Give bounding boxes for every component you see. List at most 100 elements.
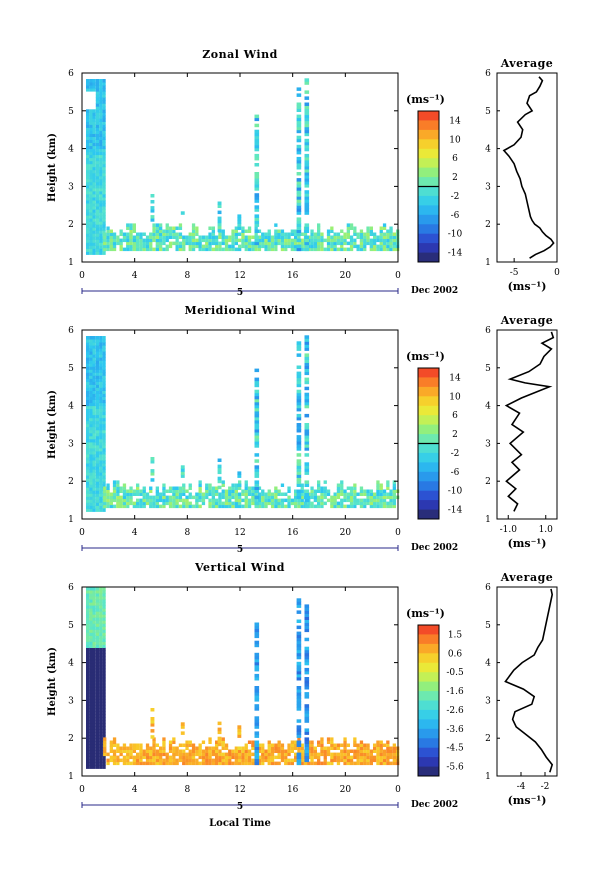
colorbar-unit: (ms⁻¹)	[406, 93, 445, 106]
heat-cell	[155, 758, 159, 763]
heat-cell	[304, 144, 310, 149]
heat-cell	[346, 761, 350, 766]
heat-cell	[296, 232, 302, 236]
heat-cell	[261, 498, 265, 503]
heat-cell	[86, 175, 90, 180]
heat-cell	[247, 758, 252, 763]
heat-cell	[86, 224, 90, 228]
heat-cell	[86, 463, 90, 467]
heat-cell	[264, 749, 268, 753]
heat-cell	[95, 726, 100, 730]
heat-cell	[323, 761, 327, 766]
heat-cell	[178, 752, 183, 757]
heat-cell	[86, 732, 90, 736]
heat-cell	[89, 668, 93, 673]
heat-cell	[198, 241, 202, 246]
average-frame	[496, 72, 558, 263]
heat-cell	[284, 238, 288, 243]
heat-cell	[86, 115, 90, 119]
heat-cell	[296, 625, 302, 630]
heat-cell	[86, 717, 90, 721]
heat-cell	[92, 233, 96, 237]
heat-cell	[89, 683, 93, 688]
heat-cell	[238, 495, 242, 500]
heat-cell	[257, 486, 262, 490]
heat-cell	[89, 130, 93, 134]
heat-cell	[92, 399, 96, 404]
heat-cell	[92, 460, 96, 464]
heat-cell	[296, 347, 302, 351]
heat-cell	[89, 148, 93, 153]
heat-cell	[336, 495, 341, 500]
heat-cell	[257, 492, 262, 496]
heat-cell	[89, 726, 93, 730]
heat-cell	[333, 746, 337, 750]
heat-cell	[254, 208, 260, 212]
heat-cell	[274, 223, 278, 227]
heat-cell	[92, 605, 96, 609]
heat-cell	[99, 608, 103, 612]
heat-cell	[99, 747, 103, 751]
heat-cell	[304, 625, 310, 630]
heat-cell	[89, 115, 93, 119]
heat-cell	[320, 486, 324, 490]
heat-cell	[95, 704, 100, 709]
heat-cell	[132, 761, 136, 766]
heat-cell	[296, 392, 302, 397]
colorbar-segment	[418, 634, 439, 645]
heat-cell	[392, 480, 396, 484]
heat-cell	[89, 641, 93, 645]
heat-cell	[363, 235, 367, 239]
heat-cell	[234, 752, 238, 757]
heat-cell	[86, 136, 90, 140]
heat-cell	[254, 181, 260, 185]
heat-cell	[99, 212, 103, 216]
colorbar-unit: (ms⁻¹)	[406, 607, 445, 620]
heat-cell	[198, 743, 202, 747]
heat-cell	[313, 492, 317, 496]
heat-cell	[92, 596, 96, 600]
heat-cell	[95, 384, 100, 388]
heat-cell	[99, 121, 103, 125]
heat-cell	[149, 504, 153, 509]
heat-cell	[149, 746, 153, 750]
heat-cell	[162, 489, 166, 493]
heat-cell	[180, 471, 185, 475]
heat-cell	[99, 460, 103, 464]
heat-cell	[366, 758, 370, 763]
heat-cell	[92, 435, 96, 440]
heat-cell	[294, 758, 298, 763]
heat-cell	[99, 717, 103, 721]
heat-cell	[217, 470, 222, 475]
heat-cell	[102, 686, 106, 691]
average-frame	[496, 329, 558, 520]
heat-cell	[95, 647, 100, 651]
heat-cell	[162, 746, 166, 750]
heat-cell	[89, 741, 93, 745]
heat-cell	[379, 235, 383, 239]
heat-cell	[217, 222, 222, 227]
heat-cell	[102, 614, 106, 618]
heat-cell	[392, 752, 396, 757]
heat-cell	[208, 758, 212, 763]
heat-cell	[234, 489, 238, 493]
heat-cell	[304, 468, 310, 472]
heat-cell	[205, 492, 209, 496]
heat-cell	[353, 743, 357, 747]
heat-cell	[119, 489, 123, 493]
heat-cell	[178, 226, 183, 230]
heat-cell	[382, 489, 387, 493]
heat-cell	[304, 129, 310, 134]
heat-cell	[152, 501, 156, 506]
heat-cell	[89, 717, 93, 721]
heat-cell	[122, 232, 127, 236]
heat-cell	[241, 752, 245, 757]
heat-cell	[95, 106, 100, 110]
heat-cell	[386, 486, 390, 490]
heat-cell	[102, 447, 106, 452]
heat-cell	[185, 504, 189, 509]
heat-cell	[89, 197, 93, 201]
heat-cell	[307, 761, 311, 766]
heat-cell	[116, 504, 120, 509]
heat-cell	[217, 476, 222, 481]
